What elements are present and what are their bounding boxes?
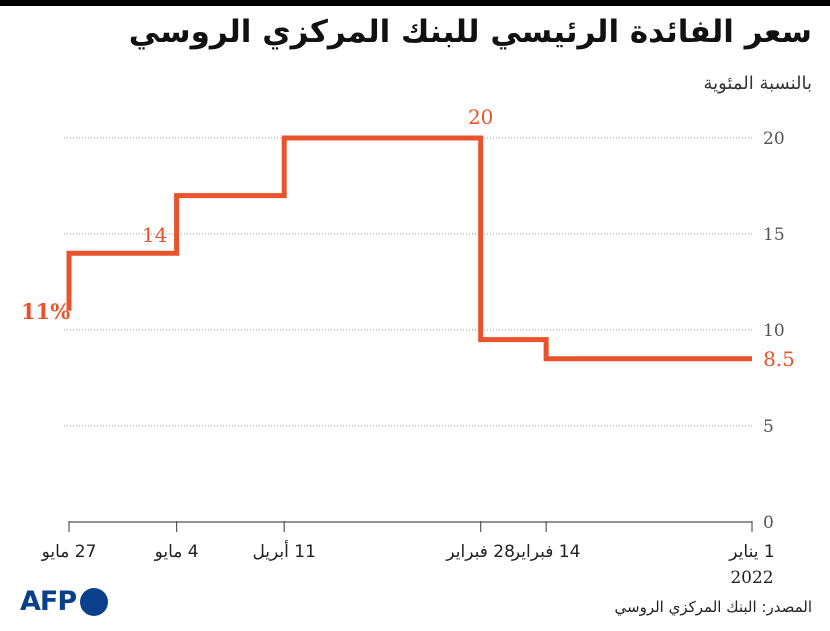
source-note: المصدر: البنك المركزي الروسي	[614, 598, 813, 616]
afp-logo: AFP	[20, 586, 109, 617]
chart-title: سعر الفائدة الرئيسي للبنك المركزي الروسي	[128, 14, 812, 50]
afp-logo-dot-icon	[80, 587, 109, 616]
rate-step-line	[66, 135, 752, 362]
x-tick-label2-0: 2022	[730, 568, 773, 588]
chart-subtitle: بالنسبة المئوية	[703, 73, 812, 94]
top-bar	[0, 0, 830, 6]
x-tick-label-1: 14 فبراير	[511, 542, 581, 562]
data-label-1: 14	[142, 223, 167, 247]
y-tick-label-0: 0	[763, 513, 774, 533]
data-label-0: 11%	[21, 299, 70, 324]
x-tick-label-5: 27 مايو	[41, 542, 97, 562]
x-tick-label-3: 11 أبريل	[252, 540, 316, 562]
x-tick-label-0: 1 يناير	[728, 542, 774, 562]
x-tick-label-4: 4 مايو	[154, 542, 199, 562]
afp-logo-text: AFP	[20, 586, 77, 617]
x-tick-label-2: 28 فبراير	[445, 542, 515, 562]
y-tick-label-20: 20	[763, 129, 785, 149]
y-tick-label-15: 15	[763, 225, 785, 245]
y-tick-label-5: 5	[763, 417, 774, 437]
data-label-2: 20	[468, 105, 493, 129]
data-label-3: 8.5	[763, 347, 795, 371]
y-tick-label-10: 10	[763, 321, 785, 341]
